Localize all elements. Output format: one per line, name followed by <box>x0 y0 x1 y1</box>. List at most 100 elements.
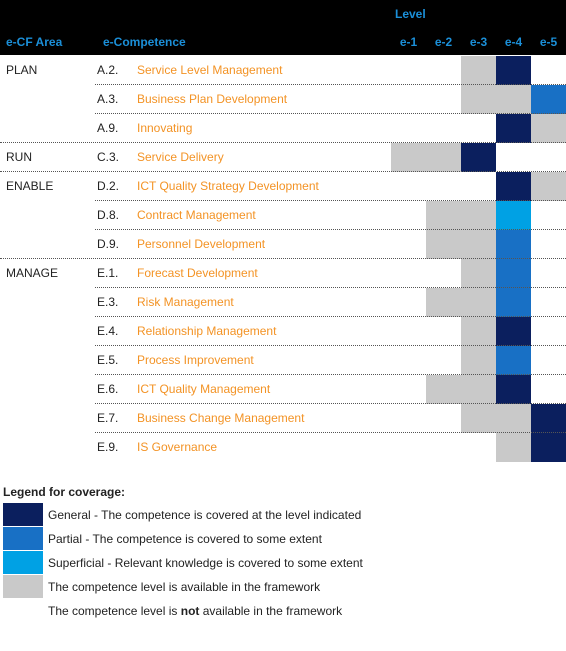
competence-name: Forecast Development <box>137 266 258 280</box>
row-separator <box>95 287 566 288</box>
coverage-cell <box>496 259 531 288</box>
coverage-cell <box>461 56 496 85</box>
coverage-cell <box>496 230 531 259</box>
competence-name: Business Plan Development <box>137 92 288 106</box>
coverage-cell <box>496 433 531 462</box>
legend-text-part: The competence level is <box>48 604 181 618</box>
row-separator <box>95 374 566 375</box>
coverage-cell <box>426 143 461 172</box>
coverage-cell <box>461 375 496 404</box>
competence-name: Risk Management <box>137 295 234 309</box>
row-separator <box>95 84 566 85</box>
competence-name: Personnel Development <box>137 237 266 251</box>
competence-name: Innovating <box>137 121 193 135</box>
coverage-cell <box>531 404 566 433</box>
coverage-cell <box>461 317 496 346</box>
group-separator <box>0 171 566 172</box>
legend-text: Superficial - Relevant knowledge is cove… <box>48 556 363 570</box>
level-label: Level <box>395 7 426 21</box>
level-header: e-2 <box>434 35 453 49</box>
competence-name: Service Delivery <box>137 150 224 164</box>
coverage-cell <box>496 114 531 143</box>
coverage-cell <box>461 288 496 317</box>
coverage-cell <box>461 230 496 259</box>
competence-code: E.3. <box>97 295 119 309</box>
competence-code: D.8. <box>97 208 120 222</box>
row-separator <box>95 432 566 433</box>
competence-code: E.6. <box>97 382 119 396</box>
coverage-cell <box>461 85 496 114</box>
legend-swatch <box>3 527 43 550</box>
group-separator <box>0 258 566 259</box>
row-separator <box>95 113 566 114</box>
level-header: e-1 <box>399 35 418 49</box>
competence-name: IS Governance <box>137 440 218 454</box>
legend-text: Partial - The competence is covered to s… <box>48 532 322 546</box>
competence-name: ICT Quality Strategy Development <box>137 179 319 193</box>
legend-swatch <box>3 551 43 574</box>
coverage-cell <box>496 201 531 230</box>
coverage-cell <box>426 288 461 317</box>
competence-code: D.2. <box>97 179 120 193</box>
coverage-cell <box>461 404 496 433</box>
competence-code: E.7. <box>97 411 119 425</box>
coverage-cell <box>531 114 566 143</box>
legend-text: The competence level is available in the… <box>48 580 321 594</box>
competence-name: Contract Management <box>137 208 256 222</box>
coverage-cell <box>426 230 461 259</box>
legend-text-part: available in the framework <box>199 604 343 618</box>
legend-swatch <box>3 503 43 526</box>
row-separator <box>95 403 566 404</box>
coverage-cell <box>496 346 531 375</box>
competence-code: C.3. <box>97 150 120 164</box>
competence-name: Service Level Management <box>137 63 283 77</box>
coverage-cell <box>426 201 461 230</box>
competence-header: e-Competence <box>103 35 186 49</box>
area-label: MANAGE <box>6 266 59 280</box>
coverage-cell <box>531 433 566 462</box>
row-separator <box>95 345 566 346</box>
competence-name: ICT Quality Management <box>137 382 271 396</box>
competence-code: A.3. <box>97 92 119 106</box>
row-separator <box>95 316 566 317</box>
legend-text: The competence level is not available in… <box>48 603 342 619</box>
level-header: e-5 <box>539 35 558 49</box>
coverage-cell <box>461 346 496 375</box>
coverage-cell <box>496 404 531 433</box>
competence-name: Business Change Management <box>137 411 305 425</box>
competence-code: E.1. <box>97 266 119 280</box>
coverage-cell <box>496 288 531 317</box>
area-label: PLAN <box>6 63 38 77</box>
competence-code: D.9. <box>97 237 120 251</box>
legend-title: Legend for coverage: <box>3 485 126 499</box>
coverage-cell <box>461 201 496 230</box>
competence-code: E.9. <box>97 440 119 454</box>
coverage-cell <box>496 172 531 201</box>
row-separator <box>95 200 566 201</box>
competence-code: A.2. <box>97 63 119 77</box>
competence-name: Relationship Management <box>137 324 277 338</box>
area-label: ENABLE <box>6 179 54 193</box>
row-separator <box>95 229 566 230</box>
level-header: e-4 <box>504 35 523 49</box>
coverage-cell <box>496 317 531 346</box>
coverage-cell <box>496 56 531 85</box>
coverage-cell <box>496 85 531 114</box>
legend-text-part: not <box>180 604 200 618</box>
group-separator <box>0 142 566 143</box>
competence-name: Process Improvement <box>137 353 254 367</box>
coverage-cell <box>531 172 566 201</box>
competence-code: A.9. <box>97 121 119 135</box>
level-header: e-3 <box>469 35 488 49</box>
coverage-cell <box>426 375 461 404</box>
area-header: e-CF Area <box>6 35 63 49</box>
competence-code: E.5. <box>97 353 119 367</box>
legend-text: General - The competence is covered at t… <box>48 508 362 522</box>
coverage-cell <box>461 143 496 172</box>
coverage-cell <box>461 259 496 288</box>
coverage-cell <box>496 375 531 404</box>
area-label: RUN <box>6 150 32 164</box>
legend-swatch <box>3 575 43 598</box>
header-band <box>0 0 566 55</box>
